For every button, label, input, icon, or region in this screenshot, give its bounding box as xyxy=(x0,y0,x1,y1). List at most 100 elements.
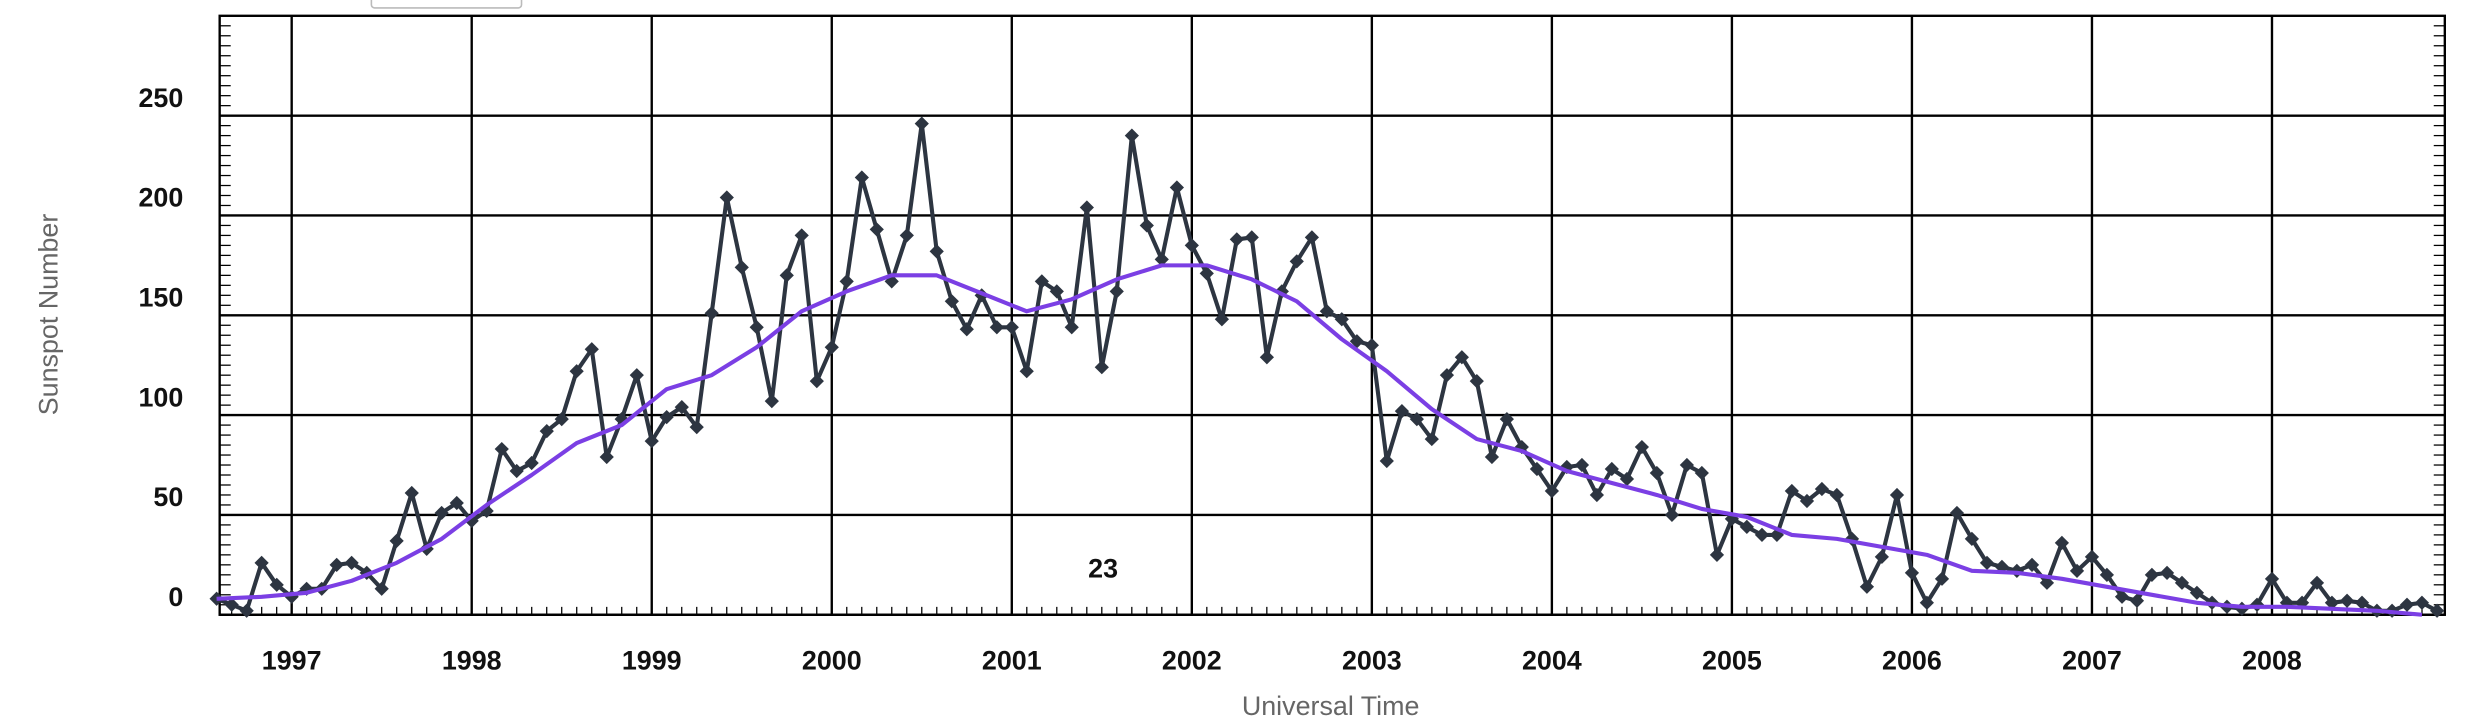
data-point xyxy=(794,228,809,243)
data-point xyxy=(2324,595,2340,610)
plot-frame xyxy=(218,14,2446,616)
data-point xyxy=(1919,595,1934,610)
data-point xyxy=(929,244,944,259)
y-tick-label: 50 xyxy=(153,482,183,512)
y-tick-label: 100 xyxy=(138,382,183,412)
data-point xyxy=(1229,232,1244,247)
x-tick-label: 1997 xyxy=(262,645,322,675)
data-point xyxy=(1259,350,1275,365)
x-tick-label: 2002 xyxy=(1162,645,1222,675)
data-point xyxy=(1619,471,1635,487)
x-tick-label: 2005 xyxy=(1702,645,1762,675)
data-point xyxy=(1814,481,1830,497)
data-point xyxy=(989,320,1004,335)
data-point xyxy=(599,449,614,465)
data-point xyxy=(1244,230,1259,245)
data-point xyxy=(1304,230,1320,245)
data-point xyxy=(1004,320,1019,335)
data-point xyxy=(1664,507,1680,523)
data-point xyxy=(854,170,869,185)
data-point xyxy=(434,505,449,521)
x-tick-label: 2008 xyxy=(2242,645,2302,675)
x-tick-label: 1999 xyxy=(622,645,682,675)
data-point xyxy=(1064,320,1079,335)
series-line xyxy=(216,263,2423,617)
data-point xyxy=(1094,360,1109,375)
data-point xyxy=(2114,589,2130,604)
data-point xyxy=(584,342,599,357)
data-point xyxy=(764,394,779,409)
data-point xyxy=(1409,411,1424,427)
grid xyxy=(219,15,2445,616)
series-line xyxy=(215,121,2439,613)
data-point xyxy=(644,433,659,449)
data-point xyxy=(1784,483,1799,499)
data-point xyxy=(629,368,644,383)
data-point xyxy=(719,190,734,205)
y-axis-title: Sunspot Number xyxy=(34,214,64,416)
data-point xyxy=(1364,338,1379,353)
data-point xyxy=(1184,238,1199,253)
data-point xyxy=(1799,493,1815,509)
data-point xyxy=(704,306,719,321)
data-point xyxy=(2264,571,2280,586)
data-point xyxy=(1904,565,1920,580)
data-point xyxy=(449,495,464,511)
data-point xyxy=(1589,487,1604,503)
data-point xyxy=(809,374,824,389)
data-point xyxy=(1634,439,1650,455)
data-point xyxy=(1124,128,1139,143)
x-tick-label: 2006 xyxy=(1882,645,1942,675)
data-point xyxy=(1169,180,1184,195)
data-point xyxy=(1829,487,1844,503)
data-point xyxy=(1289,254,1304,269)
data-point xyxy=(1574,457,1590,473)
y-tick-label: 0 xyxy=(168,582,183,612)
data-point xyxy=(2339,593,2355,608)
data-point xyxy=(2099,567,2115,582)
data-point xyxy=(869,222,884,237)
data-point xyxy=(1889,487,1905,503)
data-point xyxy=(2399,597,2415,612)
data-point xyxy=(1109,284,1124,299)
y-tick-label: 150 xyxy=(138,283,183,313)
data-point xyxy=(749,320,764,335)
annotation: 23 xyxy=(1088,554,1118,584)
data-point xyxy=(1859,579,1875,594)
data-point xyxy=(1709,547,1725,562)
data-point xyxy=(1484,449,1500,465)
x-tick-label: 2004 xyxy=(1522,645,1582,675)
data-point xyxy=(389,533,404,549)
x-tick-label: 1998 xyxy=(442,645,502,675)
data-point xyxy=(734,260,749,275)
x-tick-label: 2001 xyxy=(982,645,1042,675)
data-point xyxy=(1379,453,1394,469)
data-point xyxy=(1139,218,1154,233)
x-axis-title: Universal Time xyxy=(1242,691,1420,721)
data-point xyxy=(944,294,959,309)
toolbar-button[interactable] xyxy=(370,0,523,9)
data-point xyxy=(1754,527,1770,543)
y-tick-label: 250 xyxy=(138,83,183,113)
data-point xyxy=(1874,549,1889,564)
data-point xyxy=(1499,411,1514,427)
data-point xyxy=(1469,374,1484,389)
data-point xyxy=(1019,364,1034,379)
data-point xyxy=(779,268,794,283)
data-point xyxy=(1739,519,1754,535)
data-point xyxy=(1439,368,1455,383)
data-point xyxy=(839,274,854,289)
data-point xyxy=(824,340,839,355)
x-tick-label: 2000 xyxy=(802,645,862,675)
data-point xyxy=(1529,461,1545,477)
x-tick-label: 2007 xyxy=(2062,645,2122,675)
x-tick-label: 2003 xyxy=(1342,645,1402,675)
y-tick-label: 200 xyxy=(138,183,183,213)
data-point xyxy=(914,116,929,131)
data-point xyxy=(2054,535,2070,551)
data-point xyxy=(2414,595,2430,610)
data-point xyxy=(569,364,584,379)
data-point xyxy=(1649,465,1664,481)
